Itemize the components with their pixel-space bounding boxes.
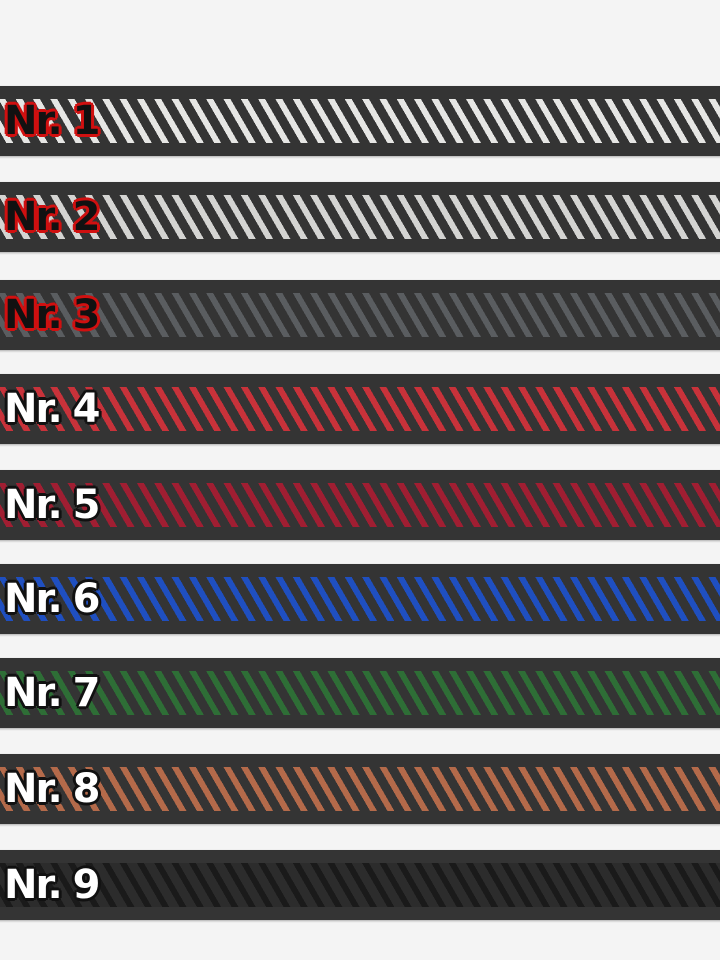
stripe-pattern	[0, 671, 720, 715]
ribbon-label: Nr. 6	[4, 576, 100, 622]
stripe-pattern	[0, 293, 720, 337]
ribbon-label: Nr. 2	[4, 194, 100, 240]
ribbon-4: Nr. 4	[0, 374, 720, 444]
ribbon-label: Nr. 9	[4, 862, 100, 908]
stripe-pattern	[0, 387, 720, 431]
ribbon-3: Nr. 3	[0, 280, 720, 350]
stripe-pattern	[0, 195, 720, 239]
stripe-pattern	[0, 99, 720, 143]
ribbon-label: Nr. 4	[4, 386, 100, 432]
ribbon-9: Nr. 9	[0, 850, 720, 920]
ribbon-6: Nr. 6	[0, 564, 720, 634]
ribbon-label: Nr. 8	[4, 766, 100, 812]
ribbon-2: Nr. 2	[0, 182, 720, 252]
ribbon-5: Nr. 5	[0, 470, 720, 540]
ribbon-7: Nr. 7	[0, 658, 720, 728]
stripe-pattern	[0, 483, 720, 527]
ribbon-label: Nr. 5	[4, 482, 100, 528]
ribbon-label: Nr. 7	[4, 670, 100, 716]
ribbon-1: Nr. 1	[0, 86, 720, 156]
stripe-pattern	[0, 863, 720, 907]
ribbon-label: Nr. 1	[4, 98, 100, 144]
stripe-pattern	[0, 577, 720, 621]
stripe-pattern	[0, 767, 720, 811]
ribbon-8: Nr. 8	[0, 754, 720, 824]
ribbon-label: Nr. 3	[4, 292, 100, 338]
